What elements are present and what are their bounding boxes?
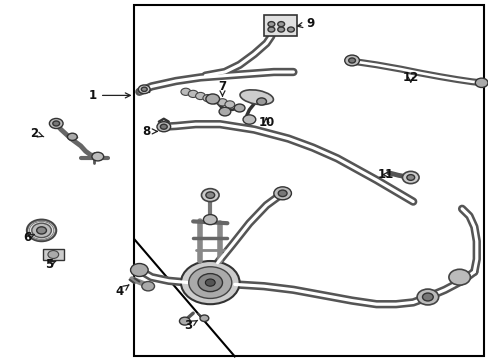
Text: 11: 11 [377,168,394,181]
Circle shape [287,27,294,32]
Circle shape [277,22,284,27]
Text: 7: 7 [218,80,226,96]
Circle shape [188,90,198,98]
Circle shape [267,22,274,27]
Text: 3: 3 [184,319,197,332]
Circle shape [37,227,46,234]
Circle shape [448,269,469,285]
Circle shape [188,267,231,298]
Circle shape [157,122,170,132]
Circle shape [224,101,234,108]
Circle shape [198,274,222,292]
Text: 1: 1 [89,89,130,102]
Circle shape [278,190,286,197]
Circle shape [160,124,167,129]
Bar [134,5,483,356]
Circle shape [138,85,150,94]
Circle shape [130,264,148,276]
Circle shape [67,133,77,140]
Circle shape [205,192,214,198]
Circle shape [256,98,266,105]
Circle shape [53,121,60,126]
Circle shape [277,27,284,32]
Circle shape [203,94,212,102]
Circle shape [200,315,208,321]
Circle shape [48,251,59,258]
Text: 2: 2 [30,127,43,140]
Circle shape [181,88,190,95]
Text: 4: 4 [116,285,129,298]
Circle shape [142,282,154,291]
Circle shape [205,279,215,286]
Circle shape [27,220,56,241]
Ellipse shape [240,90,273,104]
Text: 9: 9 [297,17,314,30]
Circle shape [234,104,244,112]
Circle shape [181,261,239,304]
Circle shape [205,94,219,104]
Circle shape [201,189,219,202]
Circle shape [210,96,220,104]
Circle shape [422,293,432,301]
Circle shape [406,175,414,180]
Circle shape [32,223,51,238]
Circle shape [416,289,438,305]
Bar [43,249,63,260]
Circle shape [217,99,227,106]
Circle shape [219,107,230,116]
Text: 8: 8 [142,125,157,138]
Circle shape [141,87,147,91]
Circle shape [49,118,63,129]
Circle shape [179,317,190,325]
Text: 10: 10 [258,116,274,129]
Circle shape [267,27,274,32]
Bar [264,15,297,36]
Circle shape [203,215,217,225]
Circle shape [195,93,205,100]
Circle shape [344,55,359,66]
Text: 5: 5 [45,258,56,271]
Text: 6: 6 [23,231,34,244]
Circle shape [474,78,487,87]
Circle shape [92,152,103,161]
Circle shape [348,58,355,63]
Text: 12: 12 [402,71,418,84]
Circle shape [243,115,255,124]
Circle shape [273,187,291,200]
Circle shape [402,171,418,184]
